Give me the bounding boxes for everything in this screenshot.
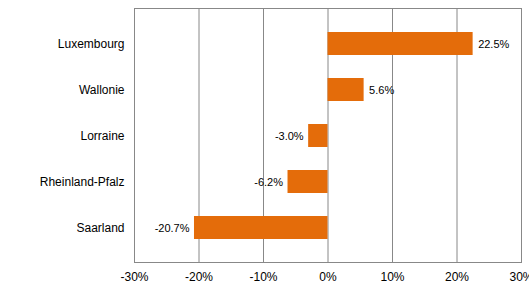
svg-text:0%: 0% — [319, 270, 337, 284]
svg-text:5.6%: 5.6% — [369, 84, 394, 96]
svg-text:-10%: -10% — [249, 270, 277, 284]
svg-text:Saarland: Saarland — [76, 221, 124, 235]
svg-text:-20.7%: -20.7% — [155, 222, 190, 234]
svg-text:22.5%: 22.5% — [478, 38, 509, 50]
svg-text:10%: 10% — [380, 270, 404, 284]
svg-text:Wallonie: Wallonie — [79, 83, 125, 97]
svg-text:-3.0%: -3.0% — [275, 130, 304, 142]
svg-text:-20%: -20% — [185, 270, 213, 284]
svg-text:Rheinland-Pfalz: Rheinland-Pfalz — [40, 175, 125, 189]
svg-text:Lorraine: Lorraine — [80, 129, 124, 143]
svg-text:Luxembourg: Luxembourg — [58, 37, 125, 51]
svg-text:-30%: -30% — [120, 270, 148, 284]
svg-text:20%: 20% — [445, 270, 469, 284]
svg-text:-6.2%: -6.2% — [254, 176, 283, 188]
svg-text:30%: 30% — [509, 270, 529, 284]
